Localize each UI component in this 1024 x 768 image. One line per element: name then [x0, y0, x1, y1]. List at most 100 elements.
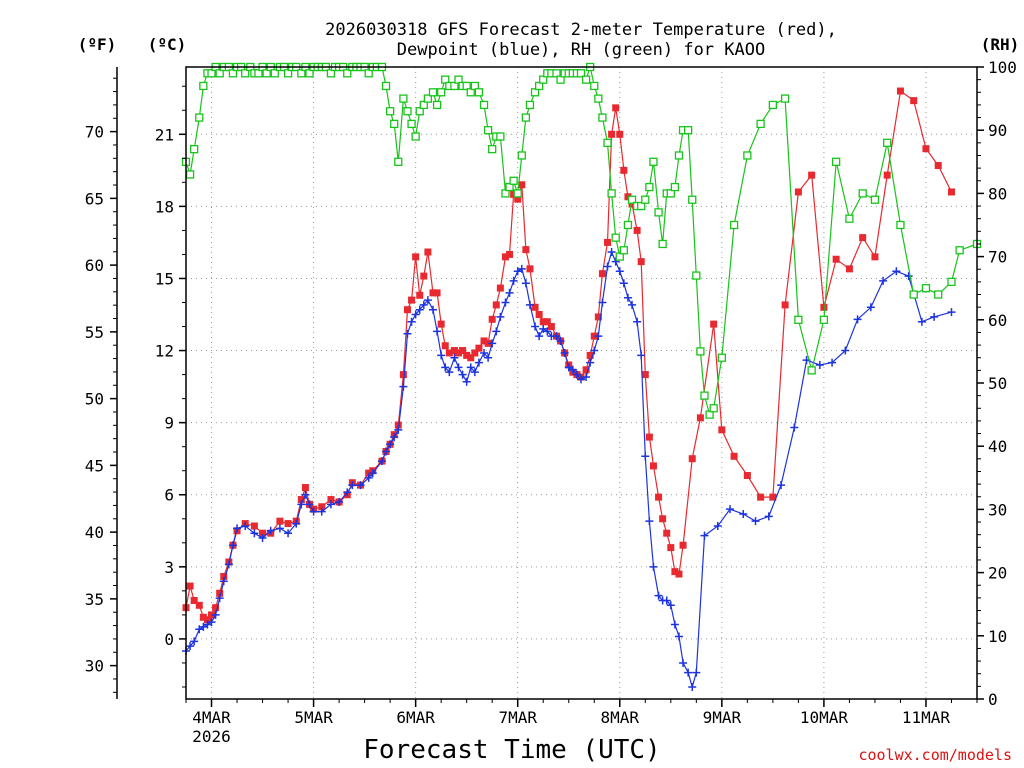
dewpoint-point	[904, 272, 913, 281]
dewpoint-point	[645, 517, 654, 526]
rh-point	[717, 353, 726, 362]
dewpoint-point	[688, 682, 697, 691]
temperature-point	[896, 87, 904, 95]
rh-point	[729, 220, 739, 230]
rh-point	[195, 113, 204, 122]
dewpoint-point	[535, 332, 544, 341]
dewpoint-point	[598, 298, 607, 307]
rh-point	[780, 94, 790, 103]
temperature-point	[667, 544, 675, 552]
grid-lines	[186, 67, 977, 699]
rh-point	[423, 94, 433, 103]
rh-point	[581, 75, 591, 84]
temperature-point	[543, 318, 551, 326]
temperature-point	[522, 246, 530, 254]
dewpoint-point	[552, 332, 561, 341]
dewpoint-point	[450, 353, 459, 362]
dewpoint-point	[219, 577, 228, 586]
rh-point	[385, 107, 395, 116]
temperature-point	[455, 349, 463, 357]
rh-point	[576, 69, 586, 78]
dewpoint-point	[211, 610, 220, 619]
dewpoint-point	[348, 481, 357, 490]
dewpoint-point	[305, 500, 314, 509]
temperature-point	[208, 611, 216, 619]
rh-point	[598, 113, 607, 122]
rh-tick-label: 30	[988, 500, 1007, 519]
temperature-point	[526, 265, 534, 273]
temperature-point	[808, 171, 816, 179]
rh-point	[407, 119, 416, 129]
dewpoint-point	[275, 524, 284, 533]
temperature-point	[441, 342, 449, 350]
celsius-unit-label: (ºC)	[148, 35, 187, 54]
temperature-point	[501, 253, 509, 261]
rh-point	[641, 195, 650, 204]
temperature-point	[539, 318, 547, 326]
temperature-point	[318, 503, 326, 511]
dewpoint-point	[590, 346, 599, 355]
dewpoint-point	[572, 370, 581, 379]
dewpoint-point	[841, 346, 850, 355]
rh-tick-label: 80	[988, 184, 1007, 203]
rh-point	[845, 214, 854, 223]
rh-point	[399, 94, 408, 103]
rh-tick-label: 10	[988, 627, 1007, 646]
temperature-point	[781, 301, 789, 309]
temperature-point	[934, 162, 942, 170]
rh-point	[692, 271, 701, 280]
temperature-point	[820, 303, 828, 311]
rh-point	[611, 233, 620, 242]
dewpoint-point	[641, 452, 650, 461]
temperature-point	[433, 289, 441, 297]
temperature-point	[757, 493, 765, 501]
rh-point	[517, 151, 526, 160]
rh-point	[619, 246, 629, 255]
dewpoint-point	[428, 305, 437, 314]
dewpoint-point	[777, 481, 786, 490]
dewpoint-point	[662, 596, 671, 605]
dewpoint-point	[619, 279, 628, 288]
dewpoint-point	[623, 293, 632, 302]
temperature-point	[535, 311, 543, 319]
rh-point	[603, 138, 612, 147]
rh-point	[870, 195, 880, 204]
dewpoint-point	[679, 658, 688, 667]
dewpoint-point	[654, 591, 663, 600]
dewpoint-point	[607, 248, 616, 257]
celsius-tick-label: 12	[155, 342, 174, 361]
dewpoint-point	[525, 300, 534, 309]
dewpoint-point	[484, 353, 493, 362]
rh-point	[343, 69, 352, 78]
dewpoint-point	[853, 315, 862, 324]
temperature-point	[284, 520, 292, 528]
temperature-point	[620, 166, 628, 174]
temperature-point	[220, 572, 228, 580]
dewpoint-point	[297, 500, 306, 509]
dewpoint-point	[628, 300, 637, 309]
dewpoint-point	[726, 505, 735, 514]
rh-tick-label: 60	[988, 311, 1007, 330]
dewpoint-point	[470, 368, 479, 377]
temperature-point	[832, 255, 840, 263]
dewpoint-point	[539, 324, 548, 333]
dewpoint-point	[739, 509, 748, 518]
dewpoint-point	[335, 497, 344, 506]
rh-tick-label: 0	[988, 690, 998, 709]
temperature-point	[696, 414, 704, 422]
dewpoint-point	[488, 339, 497, 348]
temperature-point	[250, 522, 258, 530]
dewpoint-point	[879, 276, 888, 285]
dewpoint-point	[670, 620, 679, 629]
dewpoint-point	[343, 488, 352, 497]
chart-title-line-1: 2026030318 GFS Forecast 2-meter Temperat…	[325, 20, 837, 40]
temperature-point	[518, 181, 526, 189]
dewpoint-point	[513, 267, 522, 276]
temperature-point	[488, 315, 496, 323]
celsius-tick-label: 3	[164, 558, 174, 577]
dewpoint-point	[930, 312, 939, 321]
dewpoint-point	[496, 312, 505, 321]
temperature-point	[327, 496, 335, 504]
dewpoint-point	[326, 500, 335, 509]
temperature-point	[612, 104, 620, 112]
